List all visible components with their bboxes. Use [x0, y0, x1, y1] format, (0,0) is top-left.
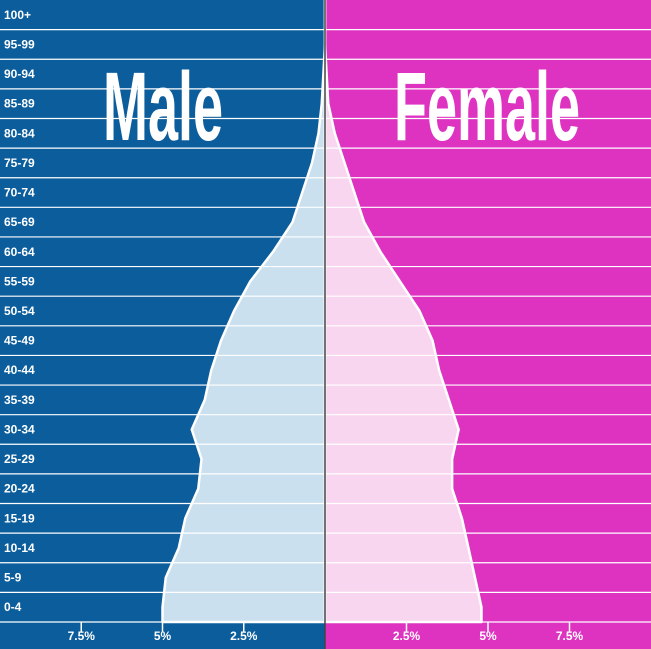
age-label: 50-54: [4, 304, 35, 318]
age-label: 30-34: [4, 422, 35, 436]
age-label: 25-29: [4, 452, 35, 466]
female-area: [323, 0, 483, 624]
x-tick-label: 5%: [154, 629, 172, 643]
age-label: 100+: [4, 8, 31, 22]
age-label: 10-14: [4, 541, 35, 555]
age-label: 85-89: [4, 97, 35, 111]
age-label: 20-24: [4, 482, 35, 496]
age-label: 0-4: [4, 600, 22, 614]
female-title: Female: [394, 52, 580, 161]
age-label: 40-44: [4, 363, 35, 377]
male-area: [161, 0, 327, 624]
age-label: 15-19: [4, 511, 35, 525]
x-tick-label: 2.5%: [230, 629, 258, 643]
age-label: 5-9: [4, 571, 22, 585]
age-label: 75-79: [4, 156, 35, 170]
male-title: Male: [103, 52, 223, 161]
x-tick-label: 7.5%: [68, 629, 96, 643]
age-label: 60-64: [4, 245, 35, 259]
x-tick-label: 7.5%: [556, 629, 584, 643]
x-tick-label: 2.5%: [393, 629, 421, 643]
age-label: 80-84: [4, 126, 35, 140]
age-label: 90-94: [4, 67, 35, 81]
x-tick-label: 5%: [479, 629, 497, 643]
age-label: 65-69: [4, 215, 35, 229]
age-label: 55-59: [4, 274, 35, 288]
age-label: 70-74: [4, 186, 35, 200]
age-label: 95-99: [4, 37, 35, 51]
age-label: 35-39: [4, 393, 35, 407]
age-label: 45-49: [4, 334, 35, 348]
